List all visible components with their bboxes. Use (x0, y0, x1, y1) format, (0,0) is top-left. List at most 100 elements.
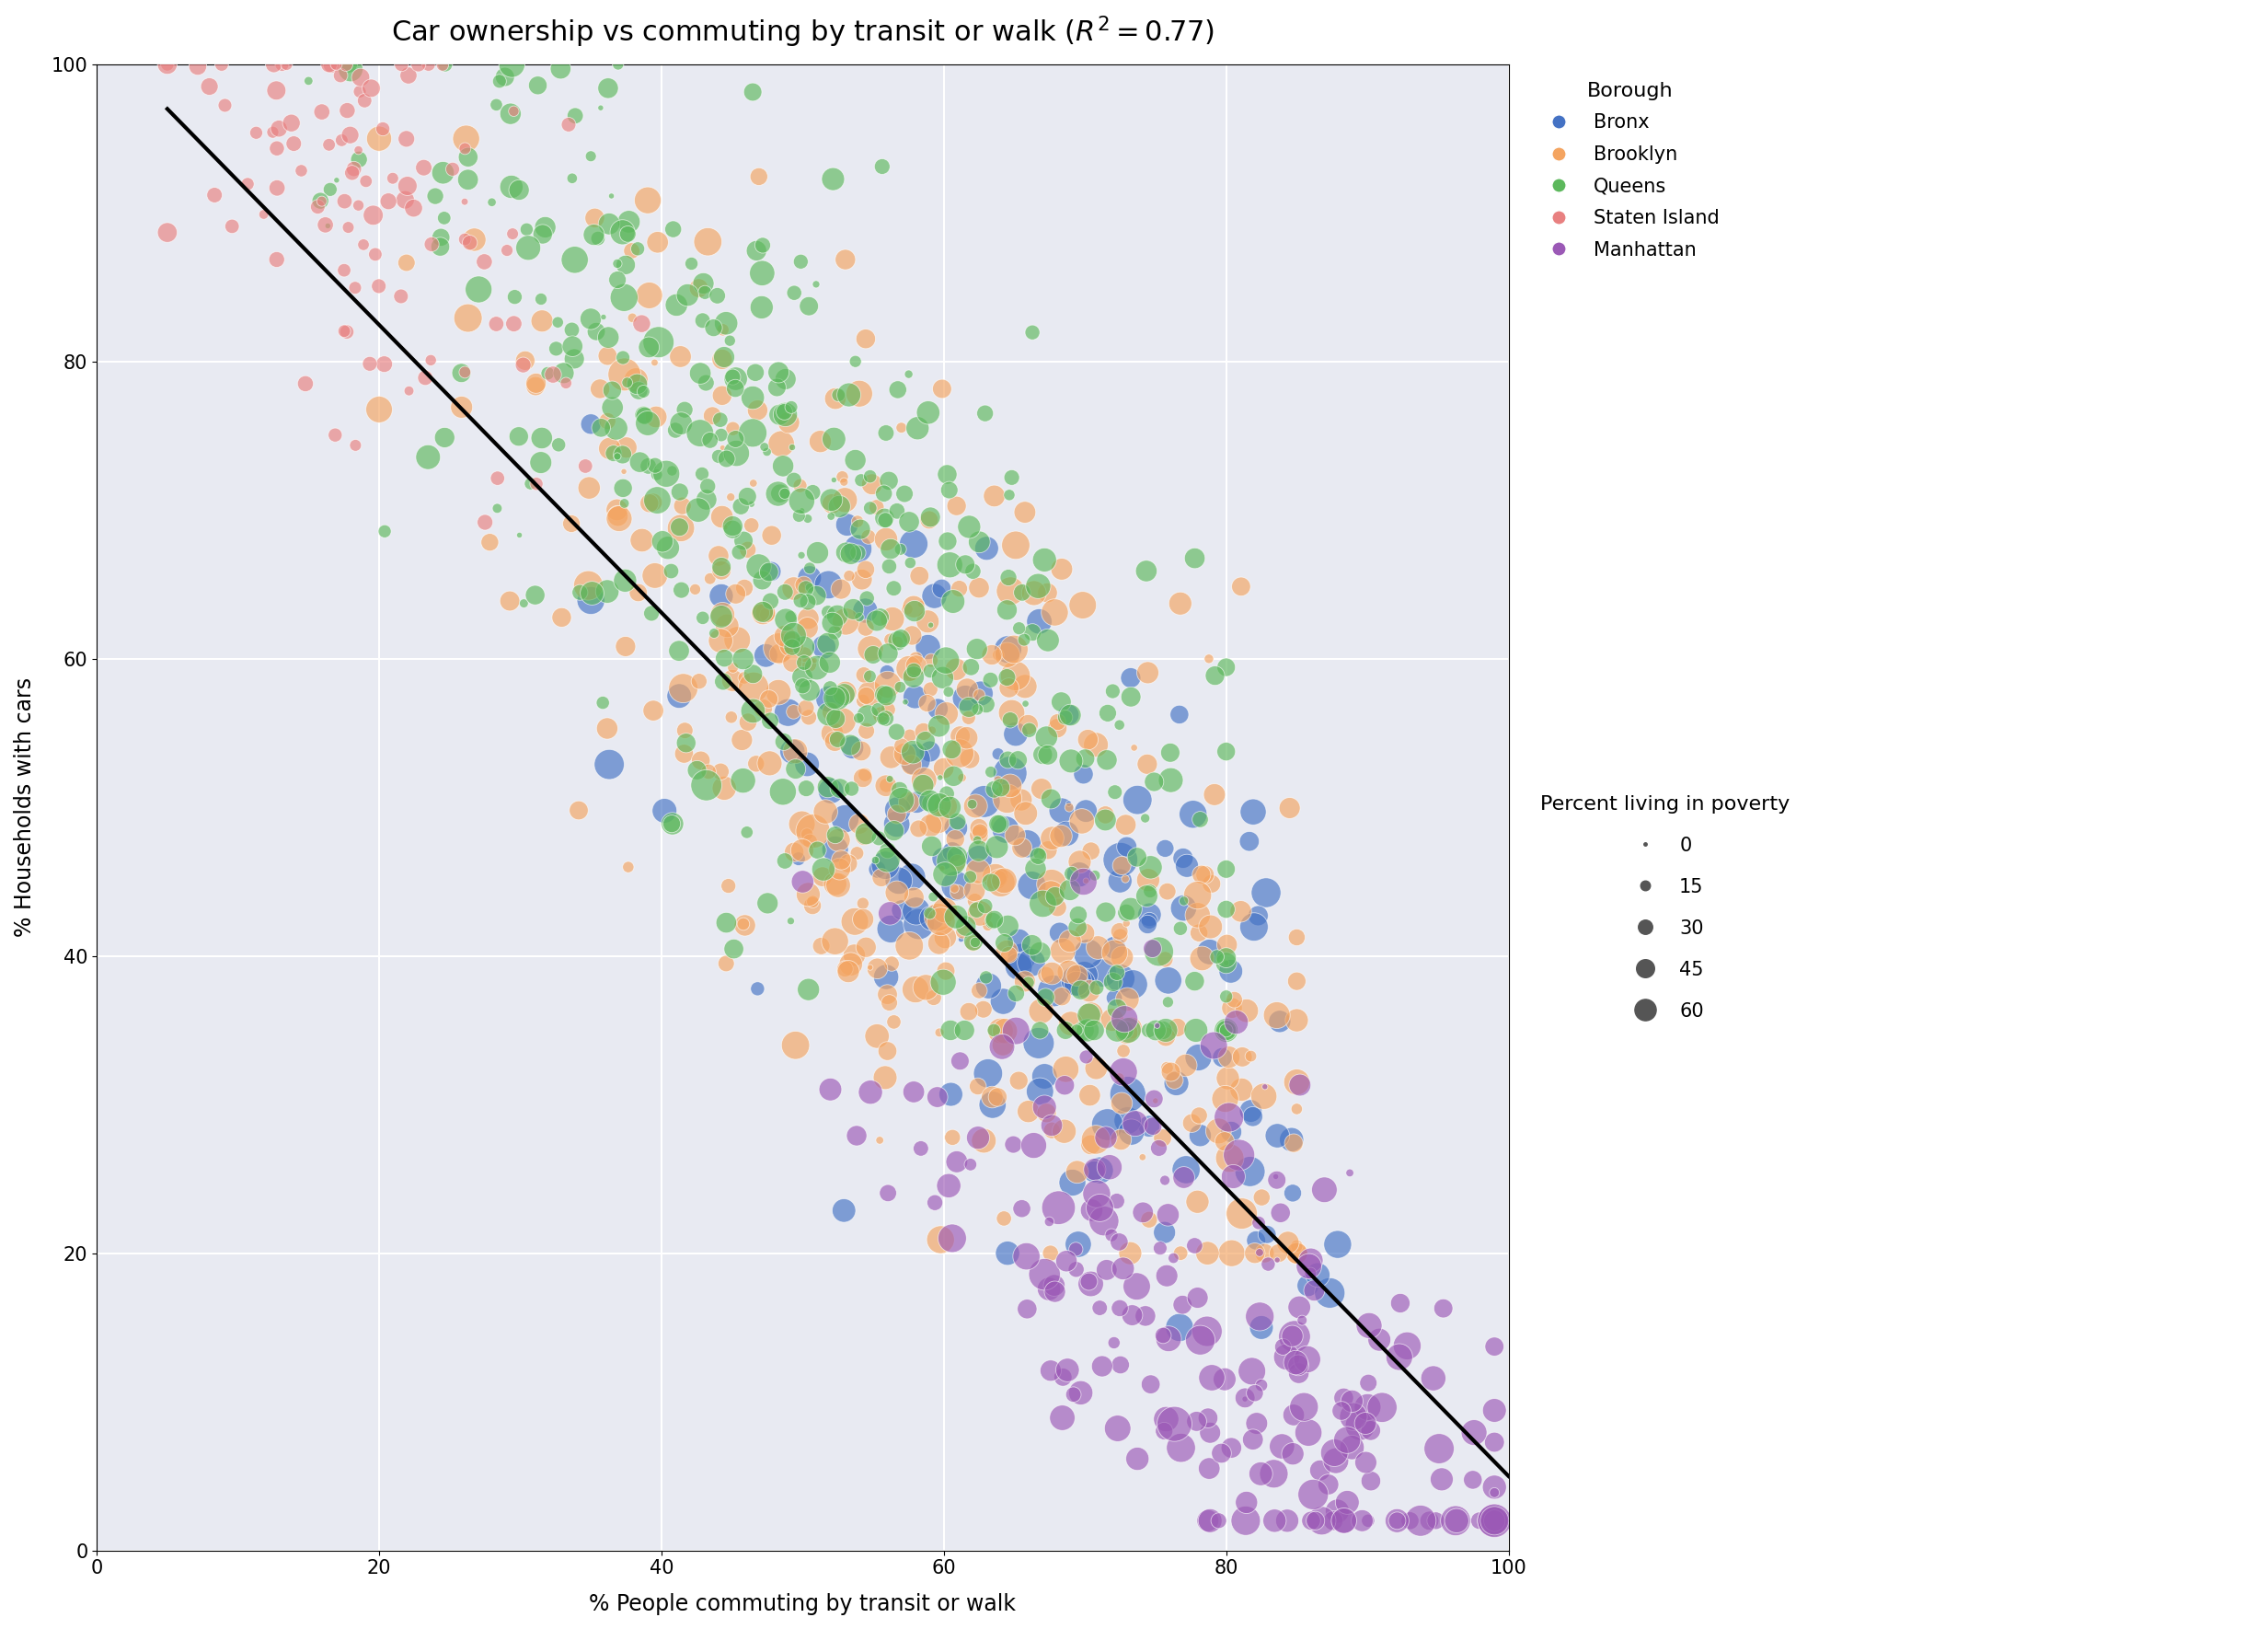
Point (785, 673, 821, 699)
Point (1086, 1209, 1123, 1235)
Point (1025, 891, 1061, 917)
Point (871, 640, 907, 666)
Point (925, 665, 962, 691)
Point (1048, 1016, 1084, 1043)
Point (667, 397, 703, 424)
Point (812, 650, 848, 676)
Point (594, 182, 631, 209)
Point (968, 691, 1005, 717)
Point (1241, 1303, 1277, 1329)
Point (1102, 868, 1139, 894)
Point (805, 634, 841, 660)
Point (311, 132, 347, 158)
Point (1014, 932, 1050, 958)
Point (1243, 1184, 1279, 1210)
Point (726, 912, 762, 938)
Point (1070, 1269, 1107, 1295)
Point (921, 930, 957, 956)
Point (828, 246, 864, 272)
Point (773, 650, 810, 676)
Point (1209, 1016, 1245, 1043)
Point (1064, 591, 1100, 617)
Point (268, 50, 304, 77)
Point (955, 930, 991, 956)
Point (726, 665, 762, 691)
Point (1286, 1394, 1322, 1420)
Point (413, 347, 449, 373)
Point (1234, 1103, 1270, 1129)
Point (1030, 580, 1066, 606)
Point (939, 850, 975, 876)
Point (760, 481, 796, 507)
Point (848, 821, 885, 847)
Point (835, 596, 871, 622)
Point (1050, 958, 1086, 984)
Point (746, 599, 782, 626)
Point (953, 1152, 989, 1178)
Point (814, 166, 850, 192)
Point (367, 518, 404, 544)
Point (860, 1023, 896, 1049)
Point (1132, 1372, 1168, 1398)
Point (1163, 1435, 1200, 1461)
Point (1329, 1427, 1365, 1453)
Point (830, 958, 866, 984)
Point (767, 728, 803, 754)
Point (866, 507, 903, 533)
Point (871, 554, 907, 580)
Point (898, 788, 934, 814)
Point (782, 249, 819, 275)
Point (1109, 911, 1145, 937)
Point (1209, 932, 1245, 958)
Point (903, 591, 939, 617)
Point (782, 542, 819, 569)
Point (837, 446, 873, 472)
Point (1191, 938, 1227, 964)
Point (862, 1127, 898, 1153)
Point (887, 481, 923, 507)
Point (213, 213, 249, 239)
Point (1216, 987, 1252, 1013)
Point (689, 759, 726, 785)
Point (762, 402, 798, 428)
Point (1363, 1394, 1399, 1420)
Point (411, 50, 447, 77)
Point (812, 674, 848, 700)
Point (1284, 1308, 1320, 1334)
Point (1068, 746, 1105, 772)
Point (998, 663, 1034, 689)
Point (342, 78, 379, 104)
Point (751, 686, 787, 712)
Point (508, 347, 544, 373)
Point (866, 505, 903, 531)
Point (1129, 751, 1166, 777)
Point (1415, 1365, 1452, 1391)
Point (1168, 1157, 1204, 1183)
Point (1347, 1411, 1383, 1437)
Point (411, 445, 447, 471)
Point (923, 855, 959, 881)
Point (1166, 1165, 1202, 1191)
Point (1191, 1404, 1227, 1430)
Point (1168, 1052, 1204, 1078)
Point (1213, 1240, 1250, 1266)
Point (365, 116, 401, 142)
Point (1279, 1069, 1315, 1095)
Point (789, 976, 826, 1002)
Point (1095, 935, 1132, 961)
Point (1304, 1508, 1340, 1535)
Point (1036, 1272, 1073, 1298)
Point (501, 523, 538, 549)
Point (510, 235, 547, 261)
Point (950, 999, 987, 1025)
Point (744, 696, 780, 722)
Point (900, 415, 937, 441)
Point (1082, 1194, 1118, 1220)
Point (356, 241, 392, 267)
Point (1034, 977, 1070, 1003)
Point (356, 202, 392, 228)
Point (941, 575, 978, 601)
Point (891, 661, 928, 687)
Point (1014, 319, 1050, 345)
Point (792, 652, 828, 678)
